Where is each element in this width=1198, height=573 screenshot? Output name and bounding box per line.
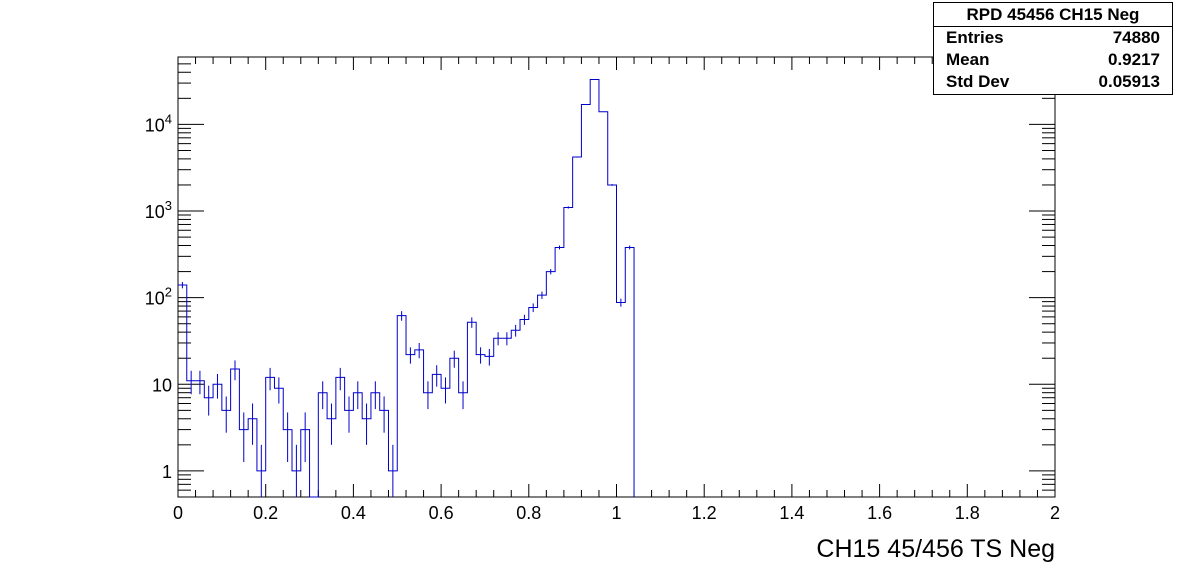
axis-ticks [177, 56, 1056, 498]
stats-label: Entries [946, 28, 1004, 47]
histogram-outline [178, 78, 635, 498]
stats-row-mean: Mean 0.9217 [934, 49, 1172, 71]
x-tick-label: 0 [173, 503, 183, 523]
y-tick-label: 1 [162, 462, 172, 482]
x-tick-labels: 0 0.2 0.4 0.6 0.8 1 1.2 1.4 1.6 1.8 2 [173, 503, 1060, 523]
y-tick-label: 102 [145, 285, 172, 309]
x-tick-label: 1.2 [692, 503, 717, 523]
x-tick-label: 0.4 [341, 503, 366, 523]
stats-label: Mean [946, 50, 990, 69]
stats-value: 0.05913 [1098, 72, 1160, 91]
x-tick-label: 1.4 [779, 503, 804, 523]
y-tick-labels: 1 10 102 103 104 [145, 111, 172, 482]
histogram-bins [178, 78, 635, 498]
x-tick-label: 1.8 [955, 503, 980, 523]
stats-box: RPD 45456 CH15 Neg Entries 74880 Mean 0.… [933, 2, 1173, 95]
x-tick-label: 0.2 [253, 503, 278, 523]
y-tick-label: 103 [145, 198, 172, 222]
x-tick-label: 1 [611, 503, 621, 523]
stats-row-entries: Entries 74880 [934, 27, 1172, 49]
stats-value: 0.9217 [1108, 50, 1160, 69]
x-tick-label: 0.8 [516, 503, 541, 523]
stats-label: Std Dev [946, 72, 1010, 91]
x-tick-label: 0.6 [429, 503, 454, 523]
stats-row-stddev: Std Dev 0.05913 [934, 71, 1172, 93]
x-tick-label: 1.6 [867, 503, 892, 523]
x-tick-label: 2 [1050, 503, 1060, 523]
stats-value: 74880 [1112, 28, 1160, 47]
y-tick-label: 10 [152, 375, 172, 395]
x-axis-title: CH15 45/456 TS Neg [816, 535, 1055, 563]
y-tick-label: 104 [145, 111, 172, 135]
stats-title: RPD 45456 CH15 Neg [934, 3, 1172, 27]
